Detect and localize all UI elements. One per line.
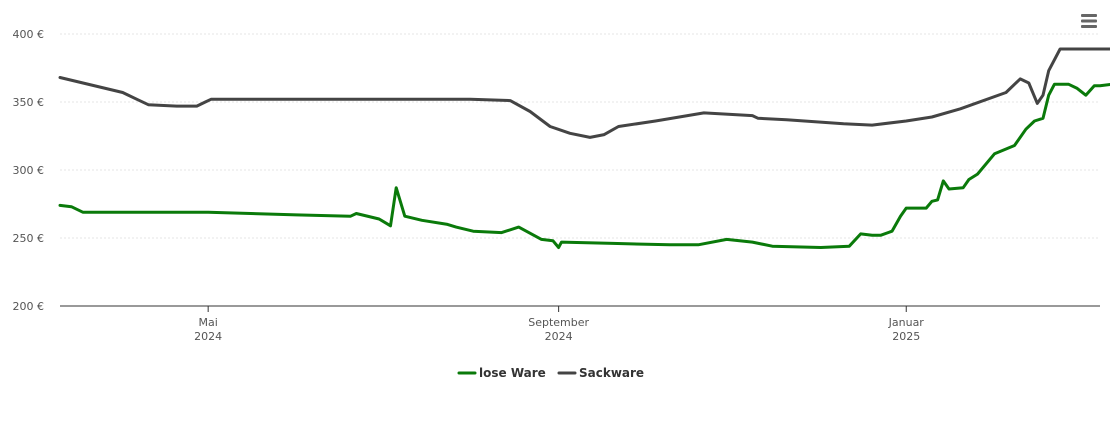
chart-menu-button[interactable] (1076, 10, 1102, 32)
legend-label: lose Ware (479, 366, 546, 380)
legend-item-lose-ware[interactable]: lose Ware (457, 366, 546, 380)
series-line-lose-ware (58, 82, 1110, 249)
y-tick-label: 350 € (13, 96, 45, 109)
hamburger-menu-icon[interactable] (1081, 14, 1097, 28)
axes: 400 €350 €300 €250 €200 €Mai2024Septembe… (13, 28, 1100, 343)
x-tick-label-year: 2025 (892, 330, 920, 343)
x-tick-label-year: 2024 (194, 330, 222, 343)
legend: lose Ware Sackware (457, 366, 644, 380)
y-tick-label: 300 € (13, 164, 45, 177)
x-tick-label-month: September (528, 316, 589, 329)
legend-label: Sackware (579, 366, 644, 380)
y-tick-label: 250 € (13, 232, 45, 245)
series-line-sackware (58, 47, 1110, 139)
series-lines (58, 47, 1110, 249)
x-tick-label-month: Januar (888, 316, 925, 329)
y-tick-label: 200 € (13, 300, 45, 313)
x-tick-label-year: 2024 (545, 330, 573, 343)
legend-item-sackware[interactable]: Sackware (557, 366, 644, 380)
x-tick-label-month: Mai (199, 316, 218, 329)
y-tick-label: 400 € (13, 28, 45, 41)
grid-lines (60, 33, 1100, 239)
